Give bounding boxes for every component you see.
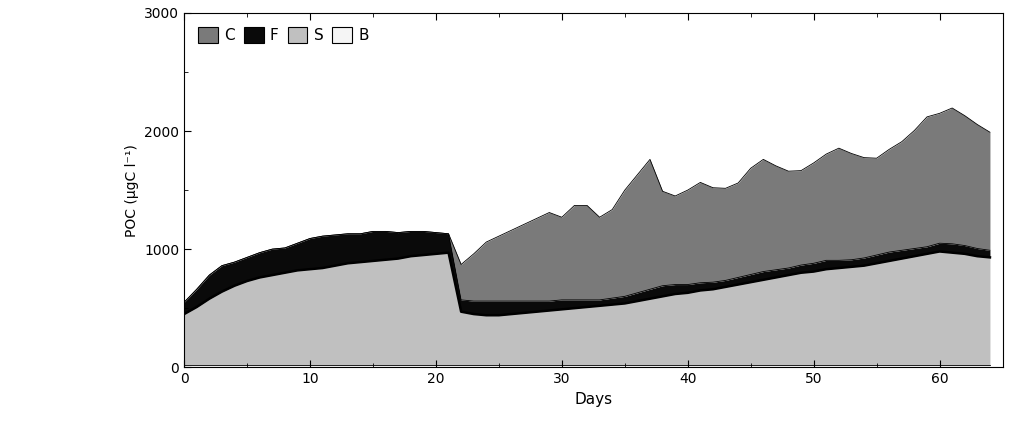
X-axis label: Days: Days bbox=[574, 392, 613, 407]
Legend: C, F, S, B: C, F, S, B bbox=[191, 21, 375, 50]
Y-axis label: POC (μgC l⁻¹): POC (μgC l⁻¹) bbox=[125, 144, 138, 236]
